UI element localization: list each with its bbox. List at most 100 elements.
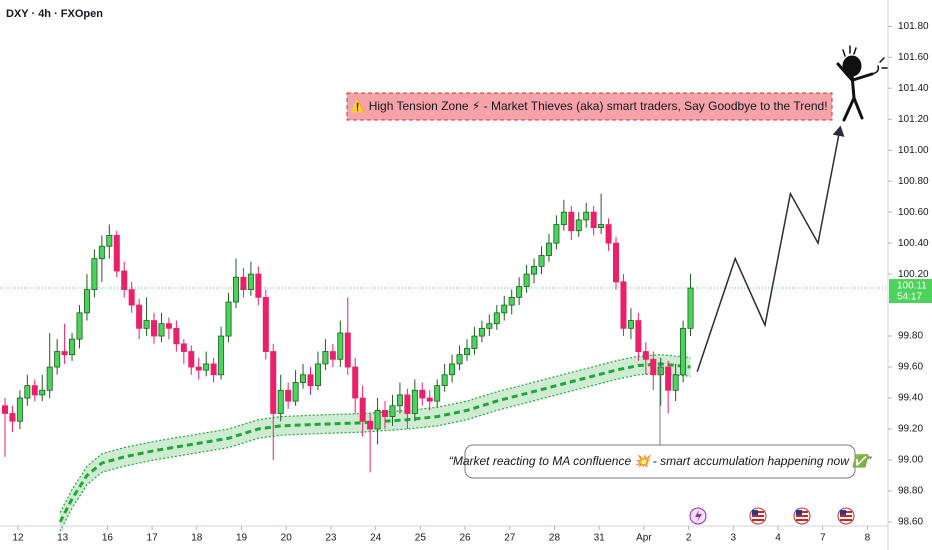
candle-body (419, 389, 426, 399)
candle-body (635, 320, 642, 352)
x-tick-label: 18 (191, 533, 203, 544)
candle-body (106, 234, 113, 247)
candle-body (627, 320, 634, 329)
candle-body (188, 351, 195, 368)
y-tick-label: 98.60 (898, 517, 923, 528)
candle-body (463, 348, 470, 356)
candle-body (113, 234, 120, 272)
candle-body (314, 363, 321, 387)
y-tick-label: 100.40 (898, 238, 929, 249)
candle-body (165, 323, 172, 329)
y-tick-label: 101.80 (898, 21, 929, 32)
axes: 101.80 101.60 101.40 101.20 101.00 100.80 100.… (12, 21, 932, 544)
candle-body (232, 276, 239, 303)
ma-band-edge (59, 353, 691, 513)
candle-body (456, 354, 463, 365)
candle-body (158, 323, 165, 337)
candle-body (367, 420, 374, 430)
candle-body (210, 363, 217, 376)
event-icon[interactable] (793, 507, 811, 525)
candle-body (560, 211, 567, 225)
candle-body (143, 320, 150, 329)
candle-body (337, 332, 344, 360)
event-icon[interactable] (749, 507, 767, 525)
candle-body (69, 338, 76, 356)
candle-body (642, 351, 649, 360)
candle-body (329, 351, 336, 360)
candle-body (83, 289, 90, 314)
candle-body (285, 389, 292, 402)
y-tick-label: 99.40 (898, 393, 923, 404)
candle-body (39, 389, 46, 396)
y-tick-label: 99.20 (898, 424, 923, 435)
x-tick-label: 25 (415, 533, 427, 544)
y-tick-label: 101.00 (898, 145, 929, 156)
candle-body (434, 385, 441, 402)
candle-body (247, 273, 254, 291)
x-tick-label: 12 (12, 533, 24, 544)
candle-body (583, 211, 590, 221)
candle-body (91, 258, 98, 291)
event-icons (689, 507, 855, 525)
x-tick-label: 19 (236, 533, 248, 544)
candle-body (501, 304, 508, 314)
candle-body (471, 335, 478, 349)
x-tick-label: 31 (594, 533, 606, 544)
x-tick-label: 24 (370, 533, 382, 544)
x-tick-label: 20 (281, 533, 293, 544)
candle-body (374, 409, 381, 430)
candle-body (262, 296, 269, 352)
candle-body (531, 265, 538, 275)
candle-body (426, 397, 433, 402)
candle-body (300, 374, 307, 383)
y-tick-label: 99.00 (898, 455, 923, 466)
x-tick-label: 26 (459, 533, 471, 544)
candle-body (307, 374, 314, 387)
candle-body (486, 323, 493, 329)
candle-body (657, 366, 664, 376)
candle-body (136, 304, 143, 329)
candle-body (151, 320, 158, 337)
y-tick-label: 100.20 (898, 269, 929, 280)
event-icon[interactable] (837, 507, 855, 525)
y-tick-label: 99.60 (898, 362, 923, 373)
x-tick-label: 17 (147, 533, 159, 544)
candle-body (16, 397, 23, 422)
candle-body (590, 211, 597, 229)
candle-body (61, 351, 68, 356)
x-tick-label: 7 (820, 533, 826, 544)
candle-body (516, 286, 523, 298)
annotation-text: “Market reacting to MA confluence 💥 - sm… (449, 454, 872, 468)
candle-body (523, 273, 530, 287)
x-tick-label: 3 (731, 533, 737, 544)
last-price-label (889, 279, 932, 304)
y-tick-label: 98.80 (898, 486, 923, 497)
candle-body (411, 389, 418, 414)
annotation-box (346, 92, 833, 121)
candle-body (613, 242, 620, 283)
candle-body (687, 287, 694, 329)
candle-body (553, 224, 560, 244)
x-tick-label: 4 (775, 533, 781, 544)
price-axis (888, 0, 932, 550)
candle-body (404, 394, 411, 414)
x-tick-label: 8 (865, 533, 871, 544)
candle-body (292, 382, 299, 402)
x-tick-label: 23 (325, 533, 337, 544)
candle-body (173, 327, 180, 345)
candle-body (270, 351, 277, 414)
candle-body (672, 374, 679, 391)
candle-body (545, 242, 552, 256)
candle-body (396, 394, 403, 407)
candle-body (76, 312, 83, 340)
candle-body (255, 273, 262, 298)
annotation-box (464, 444, 856, 479)
candle-body (359, 397, 366, 422)
candle-body (620, 281, 627, 329)
x-tick-label: 13 (57, 533, 69, 544)
candle-body (225, 301, 232, 337)
candle-body (508, 296, 515, 306)
candle-body (568, 211, 575, 232)
candle-body (54, 351, 61, 368)
